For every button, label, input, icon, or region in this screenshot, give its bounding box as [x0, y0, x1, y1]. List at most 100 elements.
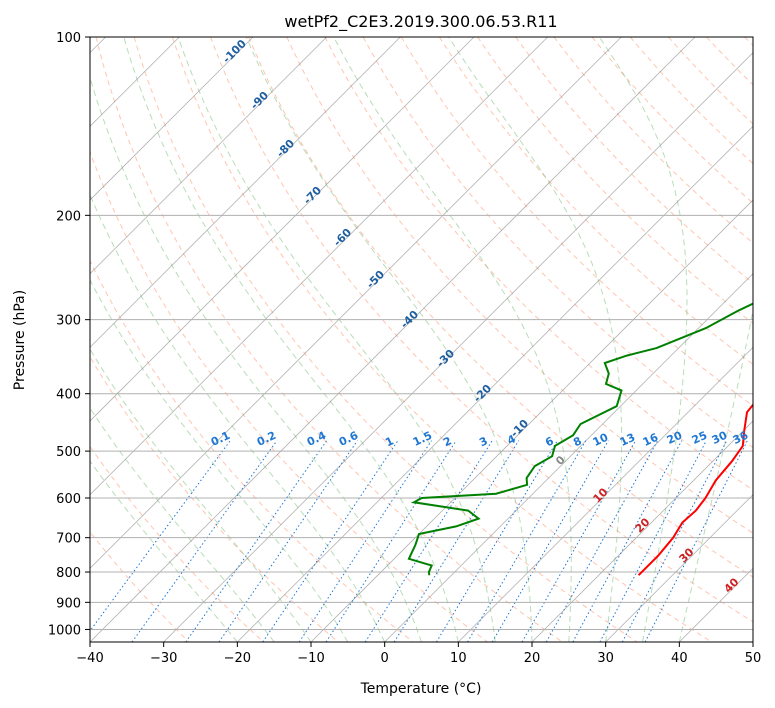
wetbulb-label: 20 [633, 515, 653, 535]
mixing-ratio-line [325, 440, 457, 642]
y-tick-label: 1000 [48, 623, 81, 638]
mixing-ratio-label: 0.1 [209, 429, 232, 449]
moist-adiabat [333, 37, 572, 642]
mixing-ratio-line [90, 440, 231, 632]
y-tick-label: 400 [56, 388, 81, 403]
isotherm [90, 37, 548, 496]
moist-adiabat [90, 75, 422, 642]
x-tick-label: 10 [450, 651, 467, 666]
dry-adiabat [90, 150, 488, 642]
isotherm-label: -70 [301, 184, 324, 207]
mixing-ratio-line [644, 440, 748, 642]
moist-adiabat [90, 407, 275, 642]
x-axis-title: Temperature (°C) [360, 681, 482, 697]
dry-adiabat [629, 37, 753, 165]
isotherm [384, 273, 753, 642]
moist-adiabat [678, 307, 753, 642]
isotherm [90, 37, 254, 201]
mixing-ratio-line [599, 440, 707, 642]
dry-adiabat [90, 259, 414, 642]
dry-adiabat [90, 445, 264, 642]
mixing-ratio-label: 0.4 [305, 429, 328, 449]
isotherm-label: -90 [248, 89, 271, 112]
x-tick-label: 50 [745, 651, 762, 666]
isotherm [310, 199, 753, 642]
isotherm [237, 125, 753, 642]
mixing-ratio-line [185, 440, 328, 642]
dry-adiabat [90, 531, 190, 642]
dry-adiabat [171, 37, 712, 642]
x-tick-label: 0 [381, 651, 389, 666]
x-tick-label: −20 [224, 651, 251, 666]
dry-adiabat [400, 37, 753, 407]
mixing-ratio-label: 30 [710, 429, 730, 447]
moist-adiabat [245, 37, 533, 642]
y-tick-label: 100 [56, 31, 81, 46]
isotherm-label: -60 [331, 226, 354, 249]
moist-adiabat [598, 37, 688, 642]
x-tick-label: −40 [76, 651, 103, 666]
mixing-ratio-line [545, 440, 659, 642]
mixing-ratio-label: 36 [731, 429, 751, 447]
mixing-ratio-line [491, 440, 609, 642]
plot-frame [89, 36, 754, 643]
y-tick-label: 700 [56, 532, 81, 547]
y-tick-label: 200 [56, 209, 81, 224]
y-tick-label: 600 [56, 492, 81, 507]
moist-adiabat [90, 460, 238, 642]
wetbulb-label: 10 [591, 485, 611, 505]
wetbulb-label: 40 [722, 575, 742, 595]
isotherm [679, 567, 753, 642]
dry-adiabat [477, 37, 753, 325]
isotherm [90, 37, 696, 642]
isotherm-label: -30 [434, 347, 457, 370]
dry-adiabat [362, 37, 753, 449]
x-tick-label: 20 [524, 651, 541, 666]
mixing-ratio-label: 16 [641, 431, 661, 449]
mixing-ratio-label: 2 [441, 434, 453, 449]
x-tick-label: 30 [597, 651, 614, 666]
mixing-ratio-label: 13 [618, 431, 637, 449]
x-tick-label: −10 [297, 651, 324, 666]
dry-adiabat [744, 37, 753, 47]
isotherm [531, 420, 753, 642]
dry-adiabat [706, 37, 753, 86]
wetbulb-label: 30 [677, 545, 697, 565]
y-tick-label: 300 [56, 314, 81, 329]
mixing-ratio-line [435, 440, 558, 642]
y-tick-label: 500 [56, 445, 81, 460]
x-tick-label: 40 [671, 651, 688, 666]
mixing-ratio-line [298, 440, 432, 642]
mixing-ratio-line [262, 440, 399, 642]
isotherm-label: -40 [398, 308, 421, 331]
mixing-ratio-label: 25 [690, 429, 709, 447]
mixing-ratio-line [521, 440, 637, 642]
dry-adiabat [133, 37, 638, 642]
isotherm-label: -100 [220, 37, 249, 66]
isotherm [458, 346, 753, 642]
mixing-ratio-label: 0.6 [337, 429, 360, 449]
axes: −40 −30 −20 −10 0 10 20 30 40 50 100 200 300 400 500 60… [48, 31, 761, 666]
isotherm-label: -20 [471, 382, 494, 405]
mixing-ratio-label: 3 [477, 434, 489, 449]
dry-adiabat [95, 37, 563, 642]
dry-adiabat [553, 37, 753, 244]
dewpoint-line [407, 302, 753, 576]
chart-title: wetPf2_C2E3.2019.300.06.53.R11 [284, 12, 557, 32]
mixing-ratio-label: 1 [383, 434, 395, 449]
mixing-ratio-line [467, 440, 587, 642]
x-tick-label: −30 [150, 651, 177, 666]
moist-adiabat [90, 193, 386, 642]
mixing-ratio-line [218, 440, 358, 642]
dry-adiabat [515, 37, 753, 284]
moist-adiabat [90, 279, 349, 642]
isotherm [163, 52, 753, 642]
line-labels: -100-90-80-70-60-50-40-30-20-1000.1 0.2 0.… [209, 37, 751, 596]
mixing-ratio-line [572, 440, 683, 642]
moist-adiabat [123, 37, 459, 642]
isotherm [752, 641, 753, 642]
mixing-ratio-line [131, 440, 278, 642]
moist-adiabat [177, 37, 496, 642]
dry-adiabat [591, 37, 753, 204]
